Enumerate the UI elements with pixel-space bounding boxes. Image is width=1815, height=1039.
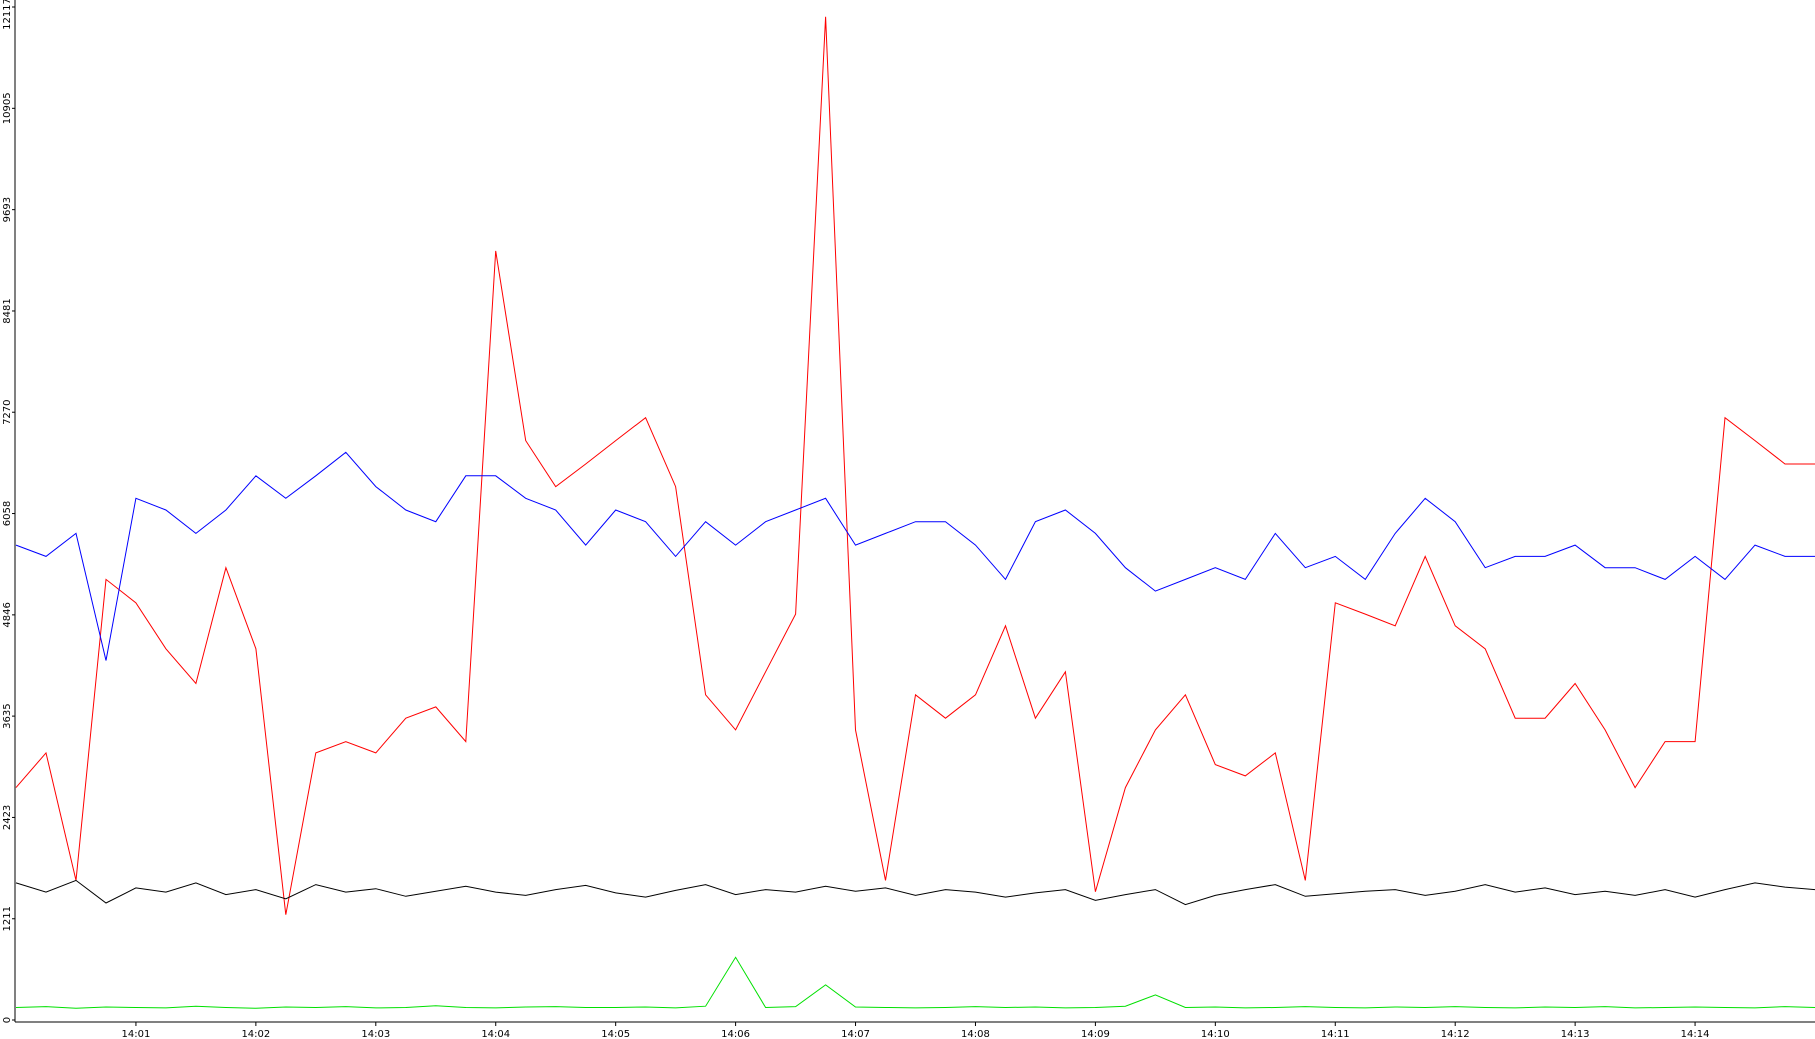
x-tick-label: 14:03 — [361, 1029, 390, 1039]
y-tick-label: 1211 — [2, 906, 13, 931]
y-tick-label: 9693 — [2, 197, 13, 222]
x-tick-label: 14:02 — [241, 1029, 270, 1039]
x-tick-label: 14:14 — [1681, 1029, 1710, 1039]
x-tick-label: 14:06 — [721, 1029, 750, 1039]
y-tick-label: 7270 — [2, 399, 13, 424]
x-tick-label: 14:04 — [481, 1029, 510, 1039]
series-line — [15, 16, 1815, 915]
x-tick-label: 14:08 — [961, 1029, 990, 1039]
series-line — [15, 451, 1815, 661]
y-tick-label: 4846 — [2, 602, 13, 627]
y-tick-label: 12117 — [2, 0, 13, 30]
y-tick-label: 2423 — [2, 805, 13, 830]
x-tick-label: 14:05 — [601, 1029, 630, 1039]
x-tick-label: 14:13 — [1561, 1029, 1590, 1039]
y-tick-label: 6058 — [2, 501, 13, 526]
y-tick-label: 8481 — [2, 298, 13, 323]
y-tick-label: 10905 — [2, 92, 13, 124]
x-tick-label: 14:10 — [1201, 1029, 1230, 1039]
y-tick-label: 0 — [2, 1017, 13, 1023]
y-tick-label: 3635 — [2, 703, 13, 728]
x-tick-label: 14:11 — [1321, 1029, 1350, 1039]
series-line — [15, 956, 1815, 1009]
x-tick-label: 14:01 — [122, 1029, 151, 1039]
x-tick-label: 14:12 — [1441, 1029, 1470, 1039]
x-tick-label: 14:07 — [841, 1029, 870, 1039]
x-tick-label: 14:09 — [1081, 1029, 1110, 1039]
series-line — [15, 879, 1815, 906]
